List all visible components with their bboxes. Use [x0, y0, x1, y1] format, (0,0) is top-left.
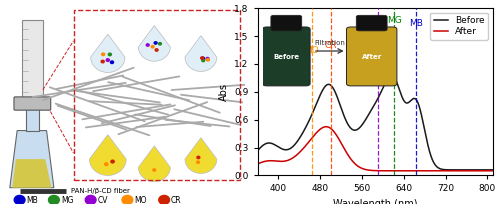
- Circle shape: [146, 44, 149, 46]
- Text: After: After: [362, 54, 382, 60]
- After: [490, 170, 496, 172]
- Polygon shape: [12, 159, 51, 188]
- Text: PAN-H/β-CD fiber: PAN-H/β-CD fiber: [71, 188, 130, 194]
- FancyBboxPatch shape: [26, 98, 39, 131]
- Y-axis label: Abs: Abs: [218, 83, 228, 101]
- FancyBboxPatch shape: [346, 27, 397, 86]
- Polygon shape: [90, 34, 125, 72]
- After: [254, 163, 260, 165]
- Before: [483, 169, 489, 171]
- FancyBboxPatch shape: [262, 27, 310, 86]
- X-axis label: Wavelength (nm): Wavelength (nm): [333, 199, 417, 204]
- Circle shape: [151, 45, 154, 48]
- Circle shape: [202, 59, 204, 62]
- After: [456, 170, 462, 172]
- Circle shape: [206, 59, 210, 61]
- Polygon shape: [10, 131, 54, 188]
- Text: MB: MB: [26, 196, 38, 204]
- Circle shape: [14, 195, 25, 204]
- Circle shape: [48, 195, 60, 204]
- Circle shape: [101, 60, 104, 63]
- Before: [369, 108, 375, 111]
- Before: [362, 119, 368, 121]
- Line: Before: Before: [258, 75, 492, 170]
- Text: MG: MG: [61, 196, 74, 204]
- After: [323, 125, 329, 128]
- Circle shape: [86, 195, 96, 204]
- Circle shape: [108, 53, 112, 56]
- After: [369, 169, 375, 172]
- Before: [254, 150, 260, 152]
- Before: [490, 169, 496, 171]
- Circle shape: [200, 57, 203, 59]
- After: [483, 170, 489, 172]
- Circle shape: [122, 195, 133, 204]
- Circle shape: [158, 43, 162, 45]
- Circle shape: [202, 57, 204, 60]
- Circle shape: [154, 42, 157, 44]
- Circle shape: [155, 49, 158, 51]
- Text: MO: MO: [304, 46, 319, 55]
- After: [483, 170, 489, 172]
- Circle shape: [197, 156, 200, 159]
- Circle shape: [159, 195, 170, 204]
- Circle shape: [106, 59, 110, 61]
- Polygon shape: [185, 138, 217, 173]
- FancyBboxPatch shape: [356, 15, 387, 31]
- FancyBboxPatch shape: [14, 97, 51, 110]
- Circle shape: [102, 53, 104, 56]
- Circle shape: [206, 58, 209, 60]
- After: [440, 170, 446, 172]
- Text: Filtration: Filtration: [314, 40, 345, 46]
- Before: [266, 142, 272, 144]
- Text: MB: MB: [410, 19, 423, 28]
- Circle shape: [104, 163, 108, 166]
- Before: [440, 168, 446, 171]
- After: [266, 160, 272, 162]
- Circle shape: [111, 160, 114, 163]
- Polygon shape: [138, 146, 170, 182]
- Polygon shape: [138, 26, 170, 61]
- Text: MG: MG: [387, 16, 402, 25]
- Text: MO: MO: [134, 196, 147, 204]
- Circle shape: [110, 61, 114, 63]
- Text: Before: Before: [273, 54, 299, 60]
- After: [362, 168, 368, 171]
- Circle shape: [153, 169, 156, 171]
- Text: CV: CV: [98, 196, 108, 204]
- Polygon shape: [185, 36, 217, 71]
- Text: CV: CV: [372, 29, 384, 38]
- Text: CR: CR: [171, 196, 181, 204]
- Text: CR: CR: [324, 41, 337, 50]
- Polygon shape: [90, 135, 126, 175]
- FancyBboxPatch shape: [22, 20, 43, 98]
- Circle shape: [196, 161, 200, 163]
- Legend: Before, After: Before, After: [430, 13, 488, 40]
- Line: After: After: [258, 127, 492, 171]
- Before: [482, 169, 488, 171]
- Before: [388, 74, 394, 76]
- FancyBboxPatch shape: [271, 15, 302, 31]
